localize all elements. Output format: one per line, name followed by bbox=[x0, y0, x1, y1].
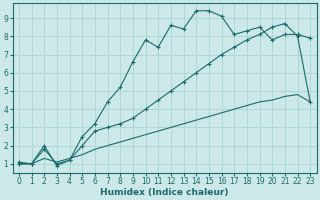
X-axis label: Humidex (Indice chaleur): Humidex (Indice chaleur) bbox=[100, 188, 229, 197]
